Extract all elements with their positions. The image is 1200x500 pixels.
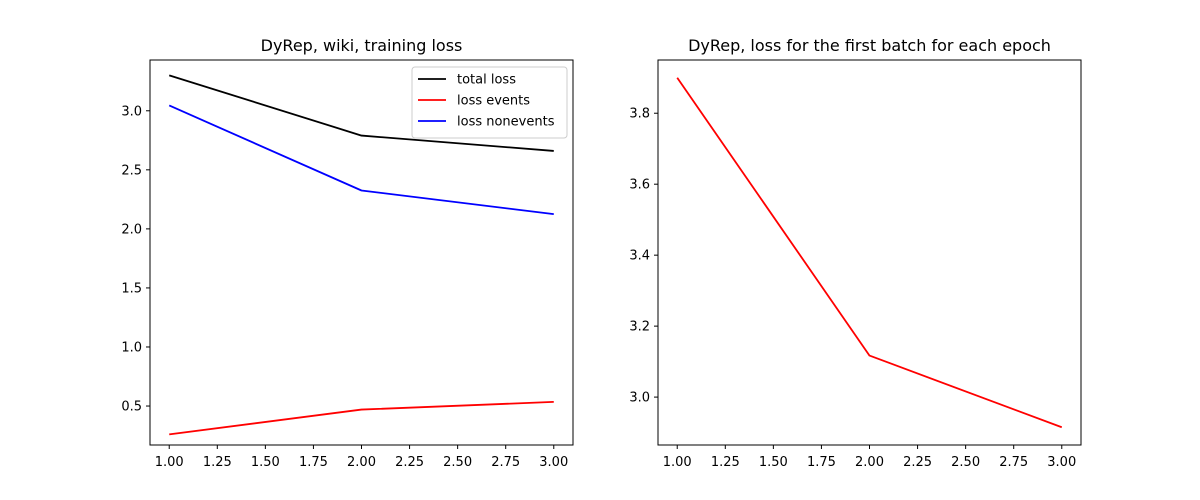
x-tick-label: 1.25 — [711, 455, 740, 470]
plot-frame — [657, 59, 1082, 446]
series-line-loss-events — [169, 400, 554, 436]
legend: total loss loss events loss nonevents — [411, 66, 568, 139]
x-tick-label: 3.00 — [539, 455, 568, 470]
legend-label: loss events — [457, 94, 530, 109]
legend-label: total loss — [457, 73, 516, 88]
y-tick-label: 1.0 — [121, 340, 142, 355]
series-line-loss — [676, 77, 1063, 429]
left-chart: 1.00 1.25 1.50 1.75 2.00 2.25 2.50 2.75 3.00 0.5 1… — [121, 36, 574, 470]
x-tick-label: 1.75 — [807, 455, 836, 470]
y-tick-label: 1.5 — [121, 281, 142, 296]
chart-title: DyRep, loss for the first batch for each… — [688, 36, 1051, 55]
y-tick-label: 0.5 — [121, 400, 142, 415]
x-tick-label: 2.25 — [395, 455, 424, 470]
y-tick-label: 2.0 — [121, 222, 142, 237]
y-tick-label: 3.8 — [629, 107, 650, 122]
x-tick-label: 1.00 — [155, 455, 184, 470]
chart-title: DyRep, wiki, training loss — [261, 36, 463, 55]
x-tick-label: 1.00 — [663, 455, 692, 470]
x-tick-label: 2.50 — [443, 455, 472, 470]
x-tick-label: 1.75 — [299, 455, 328, 470]
y-tick-label: 3.4 — [629, 249, 650, 264]
y-tick-label: 3.6 — [629, 178, 650, 193]
x-tick-label: 2.50 — [951, 455, 980, 470]
right-chart: 1.00 1.25 1.50 1.75 2.00 2.25 2.50 2.75 3.00 3.0 3… — [629, 36, 1082, 470]
x-tick-label: 1.25 — [203, 455, 232, 470]
x-tick-label: 2.75 — [999, 455, 1028, 470]
x-tick-label: 1.50 — [759, 455, 788, 470]
x-tick-label: 3.00 — [1047, 455, 1076, 470]
y-tick-label: 3.2 — [629, 320, 650, 335]
legend-box — [411, 66, 568, 139]
y-tick-label: 3.0 — [121, 104, 142, 119]
legend-label: loss nonevents — [457, 115, 555, 130]
y-tick-label: 3.0 — [629, 391, 650, 406]
y-tick-label: 2.5 — [121, 163, 142, 178]
x-tick-label: 2.25 — [903, 455, 932, 470]
x-tick-label: 1.50 — [251, 455, 280, 470]
x-tick-label: 2.75 — [491, 455, 520, 470]
x-tick-label: 2.00 — [347, 455, 376, 470]
x-tick-label: 2.00 — [855, 455, 884, 470]
